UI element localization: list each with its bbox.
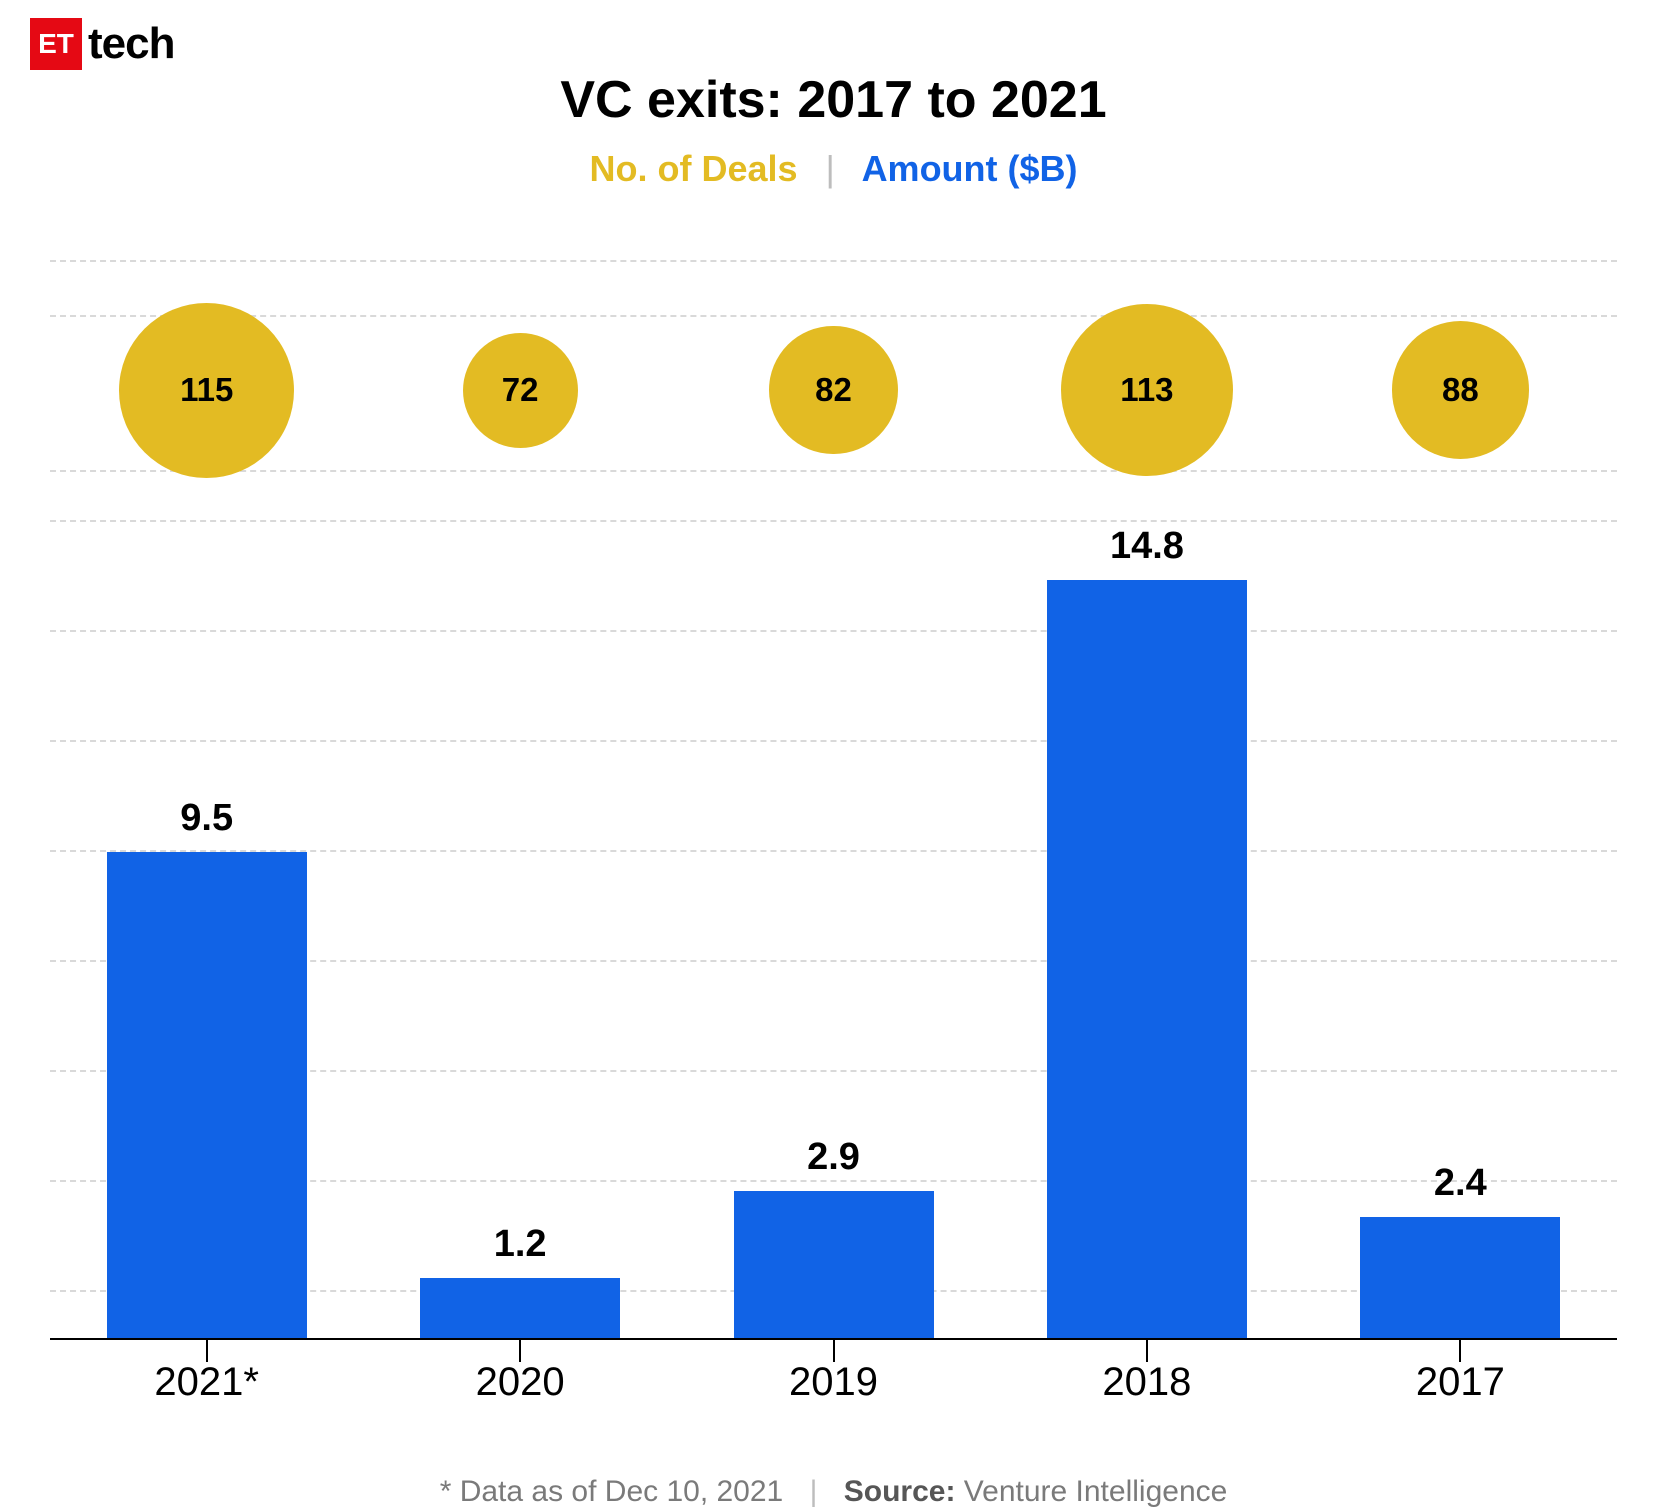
footnote-note: * Data as of Dec 10, 2021 — [440, 1475, 784, 1508]
chart-column: 115 9.5 — [50, 260, 363, 1340]
source-label: Source: — [844, 1475, 956, 1508]
bar-value-label: 9.5 — [180, 797, 233, 840]
legend: No. of Deals | Amount ($B) — [50, 148, 1617, 190]
amount-bar — [107, 852, 307, 1340]
bar-value-label: 14.8 — [1110, 525, 1184, 568]
deals-bubble: 115 — [119, 303, 294, 478]
bar-value-label: 1.2 — [494, 1223, 547, 1266]
amount-bar — [1360, 1217, 1560, 1340]
bar-value-label: 2.9 — [807, 1136, 860, 1179]
footnote-separator: | — [810, 1475, 818, 1508]
deals-bubble: 88 — [1392, 321, 1529, 458]
deals-bubble: 82 — [769, 326, 898, 455]
x-tick — [833, 1340, 835, 1362]
x-tick — [1459, 1340, 1461, 1362]
logo: ET tech — [30, 18, 174, 70]
chart-area: 1159.5721.2822.911314.8882.4 — [50, 260, 1617, 1340]
chart-column: 113 14.8 — [990, 260, 1303, 1340]
chart-column: 822.9 — [677, 260, 990, 1340]
footnote: * Data as of Dec 10, 2021 | Source: Vent… — [50, 1475, 1617, 1509]
x-axis-line — [50, 1338, 1617, 1340]
x-axis-category: 2021* — [50, 1360, 363, 1405]
chart-column: 721.2 — [363, 260, 676, 1340]
x-tick — [519, 1340, 521, 1362]
source-name: Venture Intelligence — [964, 1475, 1228, 1508]
x-axis-category: 2018 — [990, 1360, 1303, 1405]
amount-bar — [420, 1278, 620, 1340]
logo-word: tech — [88, 19, 174, 69]
x-tick — [206, 1340, 208, 1362]
legend-amount: Amount ($B) — [862, 148, 1078, 189]
amount-bar — [734, 1191, 934, 1340]
x-axis-category: 2019 — [677, 1360, 990, 1405]
x-axis-category: 2017 — [1304, 1360, 1617, 1405]
x-axis-labels: 2021*2020201920182017 — [50, 1360, 1617, 1405]
amount-bar — [1047, 580, 1247, 1340]
x-tick — [1146, 1340, 1148, 1362]
chart-title: VC exits: 2017 to 2021 — [50, 70, 1617, 130]
x-axis-category: 2020 — [363, 1360, 676, 1405]
legend-separator: | — [826, 148, 835, 189]
deals-bubble: 72 — [463, 333, 578, 448]
deals-bubble: 113 — [1061, 304, 1233, 476]
bar-value-label: 2.4 — [1434, 1162, 1487, 1205]
legend-deals: No. of Deals — [589, 148, 797, 189]
chart-column: 882.4 — [1304, 260, 1617, 1340]
logo-box: ET — [30, 18, 82, 70]
